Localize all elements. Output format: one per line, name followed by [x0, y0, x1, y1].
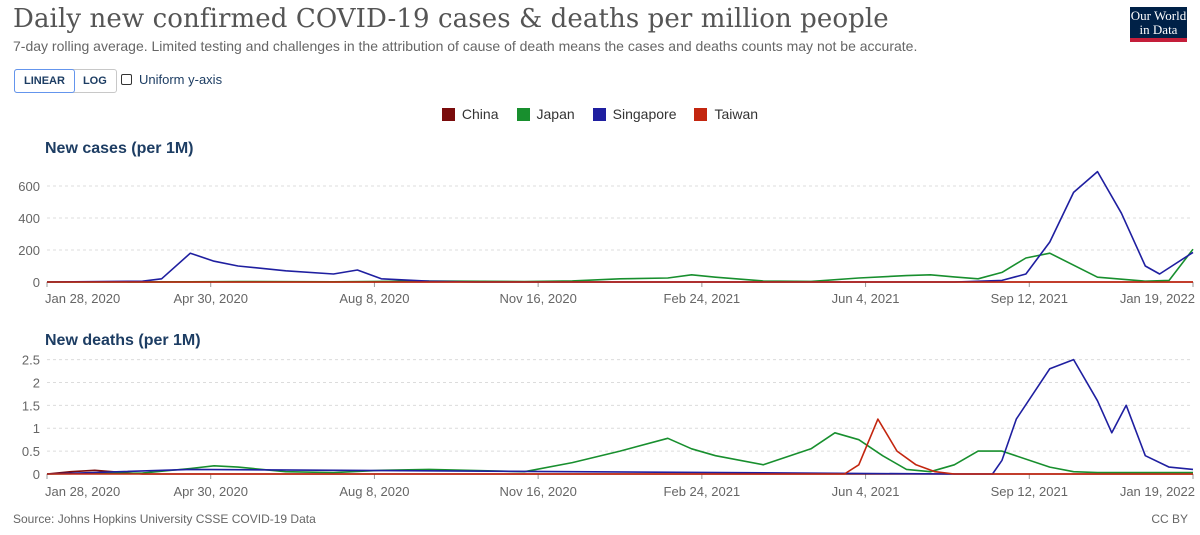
x-tick-label: Aug 8, 2020: [339, 291, 409, 306]
license-note[interactable]: CC BY: [1151, 512, 1188, 526]
y-tick-label: 200: [18, 243, 40, 258]
series-line-japan: [46, 431, 1193, 475]
legend-item-japan[interactable]: Japan: [516, 106, 575, 122]
uniform-y-axis-toggle[interactable]: Uniform y-axis: [121, 72, 222, 87]
series-line-singapore: [46, 170, 1194, 283]
uniform-y-axis-checkbox[interactable]: [121, 74, 132, 85]
y-tick-label: 1.5: [22, 398, 40, 413]
x-tick-label: Sep 12, 2021: [991, 484, 1068, 499]
legend-label-china: China: [461, 106, 499, 122]
legend-label-taiwan: Taiwan: [714, 106, 759, 122]
uniform-y-axis-label: Uniform y-axis: [139, 72, 223, 87]
legend-swatch-china: [441, 107, 455, 121]
x-tick-label: Nov 16, 2020: [499, 291, 576, 306]
cases-panel-title: New cases (per 1M): [45, 140, 194, 157]
x-tick-label: Jan 28, 2020: [45, 484, 120, 499]
legend: China Japan Singapore Taiwan: [0, 106, 1200, 122]
x-tick-label: Jan 28, 2020: [45, 291, 120, 306]
x-tick-label: Jun 4, 2021: [832, 291, 900, 306]
owid-logo[interactable]: Our World in Data: [1130, 7, 1187, 42]
y-tick-label: 2: [33, 375, 40, 390]
x-tick-label: Aug 8, 2020: [339, 484, 409, 499]
y-tick-label: 600: [18, 179, 40, 194]
legend-item-singapore[interactable]: Singapore: [592, 106, 677, 122]
legend-swatch-japan: [516, 107, 530, 121]
legend-item-taiwan[interactable]: Taiwan: [694, 106, 758, 122]
x-tick-label: Jan 19, 2022: [1120, 484, 1195, 499]
series-line-japan: [46, 248, 1194, 283]
chart-title: Daily new confirmed COVID-19 cases & dea…: [13, 4, 889, 34]
legend-swatch-singapore: [592, 107, 606, 121]
legend-swatch-taiwan: [694, 107, 708, 121]
x-tick-label: Feb 24, 2021: [664, 484, 741, 499]
x-tick-label: Sep 12, 2021: [991, 291, 1068, 306]
legend-label-singapore: Singapore: [612, 106, 677, 122]
logo-line-1: Our World: [1130, 8, 1187, 23]
source-note: Source: Johns Hopkins University CSSE CO…: [13, 512, 316, 526]
y-tick-label: 400: [18, 211, 40, 226]
log-scale-button[interactable]: LOG: [82, 75, 107, 87]
linear-scale-button[interactable]: LINEAR: [14, 69, 75, 93]
y-tick-label: 0.5: [22, 444, 40, 459]
scale-toggle: LINEAR LOG: [14, 69, 117, 93]
x-tick-label: Jan 19, 2022: [1120, 291, 1195, 306]
series-line-taiwan: [47, 418, 1193, 475]
x-tick-label: Feb 24, 2021: [664, 291, 741, 306]
y-tick-label: 2.5: [22, 353, 40, 368]
x-tick-label: Apr 30, 2020: [173, 291, 247, 306]
x-tick-label: Apr 30, 2020: [173, 484, 247, 499]
deaths-panel-title: New deaths (per 1M): [45, 332, 201, 349]
y-tick-label: 0: [33, 275, 40, 290]
logo-line-2: in Data: [1139, 22, 1178, 37]
legend-item-china[interactable]: China: [441, 106, 499, 122]
y-tick-label: 0: [33, 467, 40, 482]
legend-label-japan: Japan: [536, 106, 575, 122]
x-tick-label: Jun 4, 2021: [832, 484, 900, 499]
y-tick-label: 1: [33, 421, 40, 436]
x-tick-label: Nov 16, 2020: [499, 484, 576, 499]
chart-subtitle: 7-day rolling average. Limited testing a…: [13, 38, 918, 54]
